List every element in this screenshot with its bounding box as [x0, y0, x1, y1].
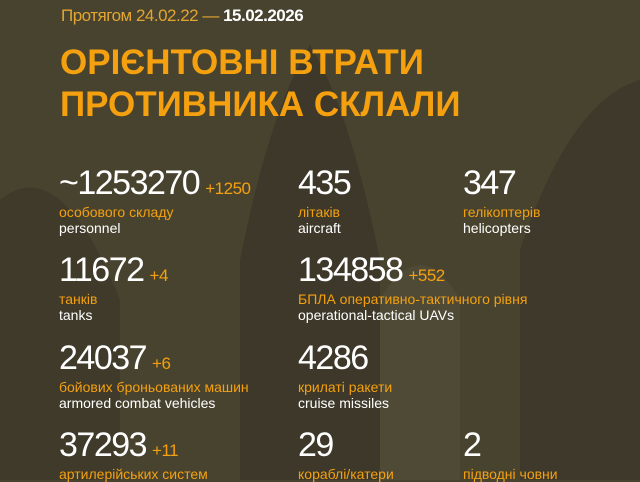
stat-label-ua: крилаті ракети	[298, 379, 393, 395]
stat-ships: 29 кораблі/катери	[298, 428, 394, 482]
stat-delta: +6	[152, 354, 171, 373]
stat-label-ua: літаків	[298, 204, 340, 220]
stat-uavs: 134858 +552 БПЛА оперативно-тактичного рів…	[298, 253, 527, 323]
page-title-line1: ОРІЄНТОВНІ ВТРАТИ	[60, 43, 424, 82]
stat-label-en: aircraft	[298, 220, 341, 236]
stat-label-ua: артилерійських систем	[59, 466, 208, 482]
stat-label-ua: підводні човни	[463, 466, 558, 482]
stat-armored-vehicles: 24037 +6 бойових броньованих машин armored …	[59, 341, 249, 411]
stat-value: 4286	[298, 339, 369, 377]
stat-tanks: 11672 +4 танків tanks	[59, 253, 168, 323]
stat-label-en: personnel	[59, 220, 121, 236]
stat-delta: +4	[149, 266, 169, 285]
stat-helicopters: 347 гелікоптерів helicopters	[463, 166, 540, 236]
stat-value: 347	[463, 164, 517, 202]
page-title-line2: ПРОТИВНИКА СКЛАЛИ	[60, 85, 461, 124]
stat-value: ~1253270	[59, 164, 201, 202]
stat-label-en: cruise missiles	[298, 395, 390, 411]
stat-aircraft: 435 літаків aircraft	[298, 164, 352, 236]
stat-label-ua: гелікоптерів	[463, 204, 541, 220]
stat-value: 134858	[298, 251, 404, 289]
stat-personnel: ~1253270 +1250 особового складу personnel	[59, 164, 251, 236]
stat-label-ua: особового складу	[59, 204, 174, 220]
stat-cruise-missiles: 4286 крилаті ракети cruise missiles	[298, 341, 392, 411]
stat-value: 24037	[59, 339, 148, 377]
stat-submarines: 2 підводні човни	[463, 428, 558, 482]
stat-delta: +11	[152, 441, 179, 460]
stat-label-en: armored combat vehicles	[59, 395, 216, 411]
stat-label-ua: танків	[59, 291, 98, 307]
stat-delta: +1250	[205, 179, 251, 198]
stat-label-ua: бойових броньованих машин	[59, 379, 249, 395]
stat-value: 435	[298, 164, 352, 202]
stat-delta: +552	[408, 266, 445, 285]
stat-label-en: tanks	[59, 307, 93, 323]
stat-value: 2	[463, 426, 482, 464]
date-range: Протягом 24.02.22 — 15.02.2026	[61, 6, 304, 25]
stat-label-en: helicopters	[463, 220, 531, 236]
stat-value: 29	[298, 426, 334, 464]
stat-artillery: 37293 +11 артилерійських систем	[59, 428, 208, 482]
stat-label-ua: кораблі/катери	[298, 466, 394, 482]
stat-label-en: operational-tactical UAVs	[298, 307, 455, 323]
stat-label-ua: БПЛА оперативно-тактичного рівня	[298, 291, 528, 307]
stat-value: 11672	[59, 251, 145, 289]
stat-value: 37293	[59, 426, 148, 464]
